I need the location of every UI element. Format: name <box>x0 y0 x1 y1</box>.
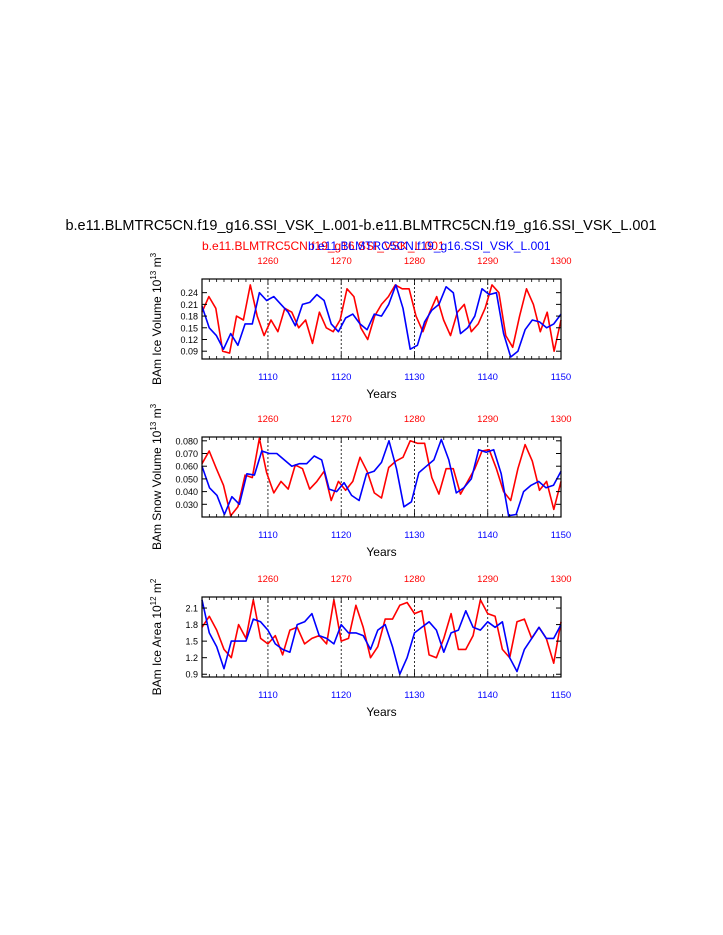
y-axis-title: BAm Snow Volume 1013 m3 <box>149 403 164 550</box>
plot-frame <box>201 436 562 518</box>
series-line-red <box>201 284 562 354</box>
chart-panel-3: 0.9 1.2 1.5 1.8 2.1 1110 1120 1130 1140 1150 1260 1… <box>149 574 572 719</box>
y-tick-label: 0.070 <box>175 449 198 459</box>
x-tick-label-top: 1300 <box>550 414 571 425</box>
y-tick-label: 2.1 <box>185 604 198 614</box>
x-tick-label-bottom: 1120 <box>331 372 351 383</box>
x-tick-label-top: 1270 <box>331 256 352 267</box>
x-tick-label-bottom: 1130 <box>404 372 424 383</box>
x-tick-label-bottom: 1140 <box>478 690 498 701</box>
chart-panel-2: 0.030 0.040 0.050 0.060 0.070 0.080 1110 1120 11… <box>149 403 572 559</box>
x-tick-label-top: 1290 <box>477 256 498 267</box>
x-axis-title: Years <box>366 387 396 401</box>
x-tick-label-top: 1270 <box>331 574 352 585</box>
x-tick-label-top: 1260 <box>257 574 278 585</box>
panels-container: 0.09 0.12 0.150.18 0.21 0.24 1110 1120 1130 1140… <box>149 252 572 719</box>
x-tick-label-bottom: 1120 <box>331 530 351 541</box>
x-axis-title: Years <box>366 705 396 719</box>
x-tick-label-bottom: 1150 <box>551 530 571 541</box>
y-tick-label: 1.2 <box>185 653 198 663</box>
series-line-blue <box>201 438 562 517</box>
series-line-blue <box>201 284 562 358</box>
y-tick-label: 0.15 <box>180 323 198 333</box>
x-tick-label-bottom: 1140 <box>478 372 498 383</box>
plot-frame <box>201 278 562 360</box>
x-tick-label-bottom: 1130 <box>404 690 424 701</box>
x-tick-label-top: 1280 <box>404 414 425 425</box>
figure-title: b.e11.BLMTRC5CN.f19_g16.SSI_VSK_L.001-b.… <box>65 218 656 234</box>
series-line-red <box>201 437 562 517</box>
chart-panel-1: 0.09 0.12 0.150.18 0.21 0.24 1110 1120 1130 1140… <box>149 252 572 401</box>
x-tick-label-top: 1280 <box>404 256 425 267</box>
plot-frame <box>201 596 562 678</box>
x-tick-label-top: 1280 <box>404 574 425 585</box>
x-tick-label-top: 1290 <box>477 574 498 585</box>
y-tick-label: 0.9 <box>185 670 198 680</box>
y-tick-label: 0.040 <box>175 487 198 497</box>
y-tick-label: 1.5 <box>185 637 198 647</box>
x-tick-label-top: 1260 <box>257 256 278 267</box>
x-tick-label-bottom: 1110 <box>258 372 278 383</box>
y-tick-label: 0.21 <box>180 300 198 310</box>
x-tick-label-bottom: 1110 <box>258 530 278 541</box>
y-tick-label: 0.030 <box>175 500 198 510</box>
series-line-blue <box>201 599 562 676</box>
y-tick-label: 0.060 <box>175 462 198 472</box>
y-axis-title: BAm Ice Area 1012 m2 <box>149 578 164 695</box>
y-tick-label: 0.24 <box>180 288 198 298</box>
x-tick-label-top: 1300 <box>550 574 571 585</box>
y-tick-label: 0.09 <box>180 347 198 357</box>
y-tick-label: 0.050 <box>175 474 198 484</box>
y-tick-label: 0.080 <box>175 436 198 446</box>
y-tick-label: 0.18 <box>180 312 198 322</box>
x-tick-label-bottom: 1140 <box>478 530 498 541</box>
x-tick-label-top: 1300 <box>550 256 571 267</box>
x-tick-label-top: 1260 <box>257 414 278 425</box>
x-tick-label-top: 1290 <box>477 414 498 425</box>
legend-blue-label: b.e11.BLMTRC5CN.f19_g16.SSI_VSK_L.001 <box>308 239 551 253</box>
y-tick-label: 0.12 <box>180 335 198 345</box>
x-tick-label-bottom: 1150 <box>551 372 571 383</box>
y-tick-label: 1.8 <box>185 620 198 630</box>
x-tick-label-top: 1270 <box>331 414 352 425</box>
x-tick-label-bottom: 1120 <box>331 690 351 701</box>
y-axis-title: BAm Ice Volume 1013 m3 <box>149 252 164 385</box>
series-line-red <box>201 598 562 665</box>
x-axis-title: Years <box>366 545 396 559</box>
x-tick-label-bottom: 1130 <box>404 530 424 541</box>
x-tick-label-bottom: 1110 <box>258 690 278 701</box>
legend-red-label: b.e11.BLMTRC5CN.f19_g16.SSI_VSK_L.001 <box>202 239 445 253</box>
x-tick-label-bottom: 1150 <box>551 690 571 701</box>
